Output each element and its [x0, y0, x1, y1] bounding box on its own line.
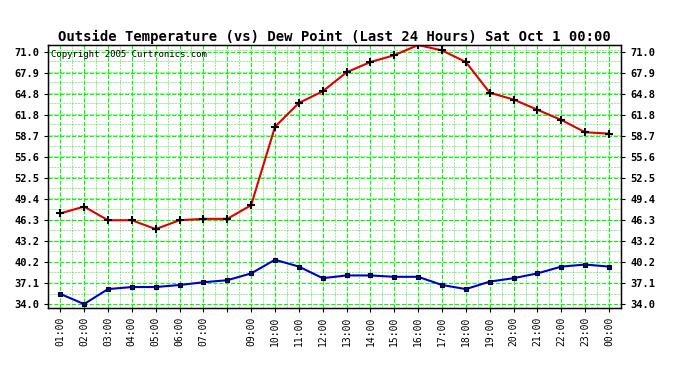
- Title: Outside Temperature (vs) Dew Point (Last 24 Hours) Sat Oct 1 00:00: Outside Temperature (vs) Dew Point (Last…: [58, 30, 611, 44]
- Text: Copyright 2005 Curtronics.com: Copyright 2005 Curtronics.com: [51, 50, 207, 59]
